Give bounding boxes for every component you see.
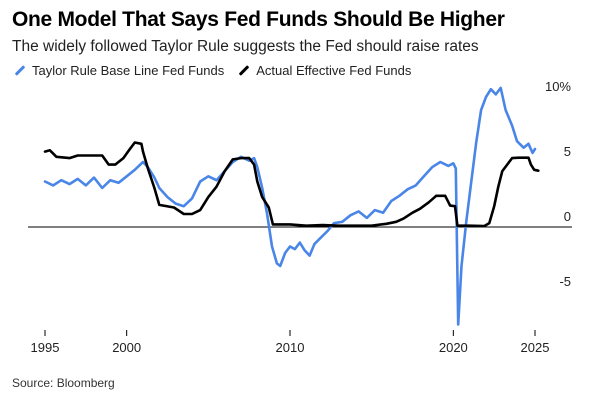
legend-item-actual-fed-funds: Actual Effective Fed Funds [238,63,411,78]
legend: Taylor Rule Base Line Fed Funds Actual E… [14,63,425,78]
tick-labels: 1995 2000 2010 2020 2025 10% 5 0 -5 [31,79,572,355]
legend-label-taylor-rule: Taylor Rule Base Line Fed Funds [32,63,225,78]
series-line-taylor-rule [43,86,537,326]
x-tick-label: 2000 [112,340,141,355]
x-tick-label: 2010 [276,340,305,355]
chart-title: One Model That Says Fed Funds Should Be … [12,8,505,31]
y-tick-label: -5 [559,274,571,289]
series-lines [43,86,540,326]
series-line-actual-fed-funds [43,141,540,228]
x-tick-label: 2025 [521,340,550,355]
x-tick-label: 1995 [31,340,60,355]
x-tick-label: 2020 [439,340,468,355]
legend-item-taylor-rule: Taylor Rule Base Line Fed Funds [14,63,224,78]
y-tick-label: 10% [545,79,571,94]
y-tick-label: 5 [564,144,571,159]
y-tick-label: 0 [564,209,571,224]
chart-subtitle: The widely followed Taylor Rule suggests… [12,38,479,55]
source-note: Source: Bloomberg [12,376,115,390]
legend-label-actual-fed-funds: Actual Effective Fed Funds [256,63,412,78]
